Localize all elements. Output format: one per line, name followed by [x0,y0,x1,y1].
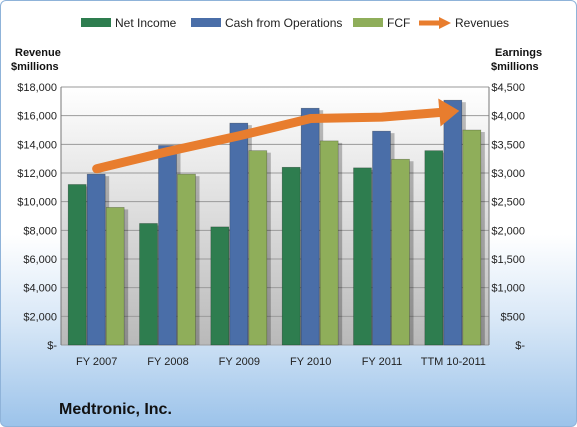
category-label: FY 2007 [76,356,117,368]
right-tick-label: $1,500 [491,254,525,266]
category-label: FY 2010 [290,356,331,368]
right-tick-label: $1,000 [491,283,525,295]
bar-fcf-4 [319,140,339,346]
bar-fcf-3 [248,150,268,346]
category-labels: FY 2007 FY 2008 FY 2009 FY 2010 FY 2011 TTM 1… [76,356,486,368]
legend: Net Income Cash from Operations FCF Reve… [81,16,509,30]
bar-net-income-3 [210,226,230,346]
category-label: FY 2009 [219,356,260,368]
left-tick-label: $16,000 [17,111,57,123]
bar-net-income-5 [353,167,372,346]
left-tick-label: $14,000 [17,139,57,151]
bar-net-income-6 [424,150,444,346]
right-axis-title-line2: $millions [491,61,539,73]
right-axis-ticks: $- $500 $1,000 $1,500 $2,000 $2,500 $3,000 $3,5… [491,82,525,352]
bar-cash-from-operations-3 [229,122,249,346]
left-tick-label: $- [47,340,57,352]
bar-fcf-1 [105,207,125,346]
right-tick-label: $2,500 [491,197,525,209]
left-tick-label: $6,000 [23,254,57,266]
bar-cash-from-operations-2 [158,145,177,346]
bar-net-income-4 [281,166,301,346]
bar-net-income-2 [139,223,158,346]
legend-label-fcf: FCF [387,16,410,30]
left-tick-label: $12,000 [17,168,57,180]
right-tick-label: $500 [501,311,525,323]
legend-arrow-icon [439,17,451,29]
legend-label-revenues: Revenues [455,16,509,30]
bars [67,99,485,346]
right-tick-label: $- [515,340,525,352]
revenues-line [92,107,444,174]
bar-fcf-5 [391,158,410,346]
right-tick-label: $3,500 [491,139,525,151]
category-label: FY 2011 [362,356,403,368]
right-axis-title-line1: Earnings [495,47,542,59]
category-label: TTM 10-2011 [421,356,486,368]
right-tick-label: $3,000 [491,168,525,180]
bar-cash-from-operations-1 [86,173,106,346]
legend-label-net-income: Net Income [115,16,177,30]
left-tick-label: $18,000 [17,82,57,94]
revenue-line [92,98,460,174]
bar-fcf-2 [177,173,196,346]
bar-net-income-1 [67,184,87,346]
left-axis-title-line2: $millions [11,61,59,73]
legend-swatch-cash-from-operations [191,18,221,27]
left-axis-ticks: $- $2,000 $4,000 $6,000 $8,000 $10,000 $12,000… [17,82,57,352]
right-tick-label: $4,500 [491,82,525,94]
legend-label-cash-from-operations: Cash from Operations [225,16,342,30]
left-tick-label: $2,000 [23,311,57,323]
left-axis-title-line1: Revenue [15,47,61,59]
bar-fcf-6 [462,129,482,346]
company-name: Medtronic, Inc. [59,401,172,418]
right-tick-label: $4,000 [491,111,525,123]
left-tick-label: $4,000 [23,283,57,295]
bar-cash-from-operations-4 [300,107,320,346]
category-label: FY 2008 [147,356,188,368]
left-tick-label: $10,000 [17,197,57,209]
bar-cash-from-operations-6 [443,99,463,346]
bar-cash-from-operations-5 [372,130,391,346]
revenues-arrowhead [438,98,460,127]
right-tick-label: $2,000 [491,225,525,237]
legend-swatch-fcf [353,18,383,27]
legend-swatch-net-income [81,18,111,27]
left-tick-label: $8,000 [23,225,57,237]
